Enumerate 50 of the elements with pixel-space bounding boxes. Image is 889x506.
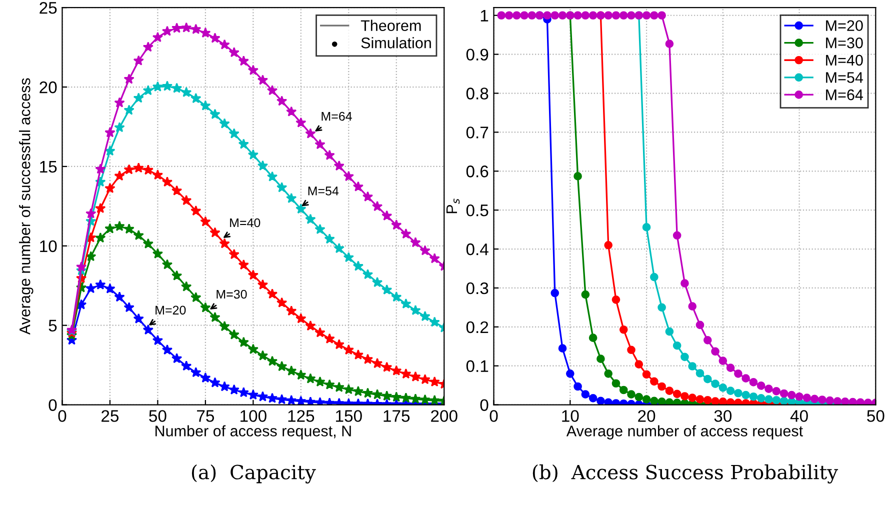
x-tick-label: 50 <box>867 410 884 422</box>
y-tick-label: 0.7 <box>466 126 488 138</box>
y-tick-label: 0.1 <box>466 360 488 372</box>
y-tick-label: 0.2 <box>466 321 488 334</box>
x-tick-label: 175 <box>384 410 410 422</box>
y-tick-label: 1 <box>480 10 488 22</box>
legend-label: Theorem <box>360 20 421 32</box>
y-tick-label: 25 <box>40 2 57 14</box>
x-tick-label: 75 <box>197 410 214 422</box>
y-tick-label: 0.8 <box>466 88 488 100</box>
legend-label: Simulation <box>361 37 431 48</box>
x-tick-label: 10 <box>562 410 579 422</box>
legend-label: M=40 <box>826 54 863 66</box>
legend-label: M=54 <box>826 72 863 83</box>
legend-label: M=64 <box>826 89 863 100</box>
x-tick-label: 150 <box>336 410 362 422</box>
y-tick-label: 0.3 <box>466 282 488 294</box>
x-tick-label: 100 <box>240 410 266 422</box>
annotation: M=30 <box>216 290 247 299</box>
x-tick-label: 0 <box>490 410 498 422</box>
y-tick-label: 0.9 <box>466 48 488 61</box>
x-tick-label: 30 <box>714 410 732 422</box>
legend-label: M=30 <box>826 38 863 48</box>
y-tick-label: 0.6 <box>466 166 488 178</box>
annotation: M=54 <box>308 186 339 196</box>
y-tick-label: 10 <box>40 240 57 252</box>
y-tick-label: 0.5 <box>466 204 488 216</box>
y-axis-title: P$_{s}$ <box>446 198 460 214</box>
y-tick-label: 15 <box>40 161 57 173</box>
x-tick-label: 20 <box>638 410 656 422</box>
y-tick-label: 20 <box>40 81 57 94</box>
legend-label: M=20 <box>826 20 863 32</box>
x-tick-label: 0 <box>58 410 66 422</box>
x-axis-title: Average number of access request <box>566 425 803 440</box>
text: (a) Capacity <box>192 464 316 484</box>
y-axis-title: Average number of successful access <box>19 78 34 335</box>
x-tick-label: 125 <box>288 410 314 422</box>
x-tick-label: 200 <box>431 410 458 422</box>
y-tick-label: 0 <box>480 399 488 412</box>
x-tick-label: 40 <box>790 410 808 422</box>
annotation: M=20 <box>156 306 186 315</box>
annotation: M=40 <box>230 218 260 228</box>
y-tick-label: 0.4 <box>466 243 488 256</box>
annotation: M=64 <box>322 112 352 121</box>
x-tick-label: 25 <box>102 410 119 422</box>
y-tick-label: 5 <box>48 320 57 332</box>
x-tick-label: 50 <box>149 410 166 422</box>
y-tick-label: 0 <box>48 399 57 412</box>
text: (b) Access Success Probability <box>532 464 838 484</box>
x-axis-title: Number of access request, N <box>156 425 351 440</box>
